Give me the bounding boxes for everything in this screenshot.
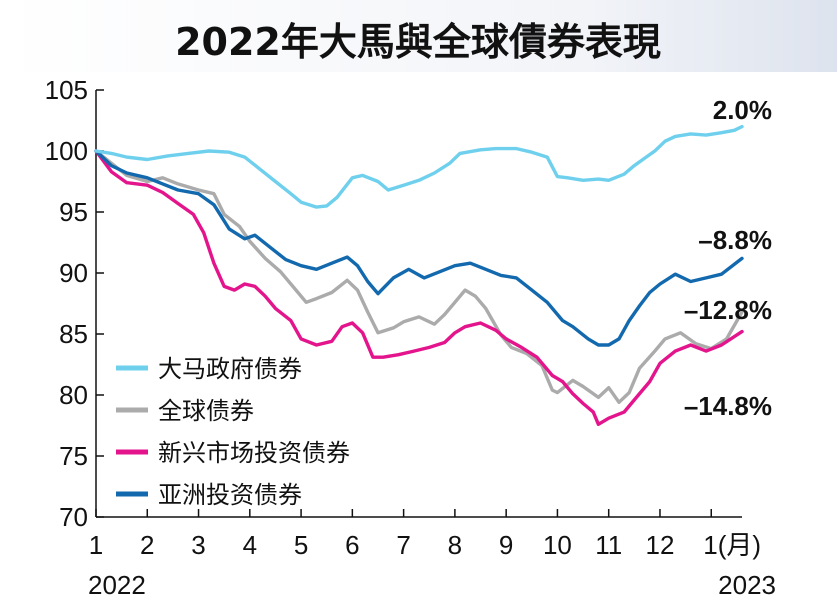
x-tick-label: 1(月) bbox=[703, 530, 761, 560]
y-tick-label: 85 bbox=[59, 319, 88, 349]
series-line-2 bbox=[94, 149, 744, 426]
x-tick-label: 3 bbox=[191, 530, 205, 560]
legend-label-3: 亚洲投资债券 bbox=[158, 481, 302, 509]
x-tick-label: 12 bbox=[646, 530, 675, 560]
y-tick-label: 95 bbox=[59, 197, 88, 227]
series-line-0 bbox=[94, 124, 744, 209]
y-tick-label: 80 bbox=[59, 380, 88, 410]
year-label-end: 2023 bbox=[718, 570, 776, 600]
x-tick-label: 10 bbox=[543, 530, 572, 560]
x-tick-label: 6 bbox=[345, 530, 359, 560]
end-label-0: 2.0% bbox=[713, 95, 772, 125]
y-tick-label: 70 bbox=[59, 502, 88, 532]
y-tick-label: 105 bbox=[45, 75, 88, 105]
x-tick-label: 11 bbox=[595, 530, 622, 560]
y-axis: 70 75 80 85 90 95 100 105 bbox=[45, 75, 104, 532]
x-tick-label: 2 bbox=[140, 530, 154, 560]
end-label-3: –8.8% bbox=[698, 225, 772, 255]
legend-label-0: 大马政府债券 bbox=[158, 355, 302, 383]
x-tick-label: 9 bbox=[499, 530, 513, 560]
series-line-3 bbox=[94, 149, 744, 347]
title-background bbox=[0, 0, 837, 72]
series-line-1 bbox=[94, 149, 744, 404]
year-label-start: 2022 bbox=[88, 570, 146, 600]
x-tick-label: 1 bbox=[89, 530, 103, 560]
x-tick-label: 5 bbox=[294, 530, 308, 560]
x-tick-label: 8 bbox=[448, 530, 462, 560]
y-tick-label: 90 bbox=[59, 258, 88, 288]
legend-label-2: 新兴市场投资债券 bbox=[158, 439, 350, 467]
x-axis: 1 2 3 4 5 6 7 8 9 10 11 12 1(月) bbox=[89, 509, 761, 560]
legend-label-1: 全球债券 bbox=[158, 397, 254, 425]
end-label-1: –12.8% bbox=[684, 295, 772, 325]
x-tick-label: 4 bbox=[243, 530, 257, 560]
y-tick-label: 100 bbox=[45, 136, 88, 166]
end-labels: 2.0% –8.8% –12.8% –14.8% bbox=[684, 95, 772, 421]
end-label-2: –14.8% bbox=[684, 391, 772, 421]
x-tick-label: 7 bbox=[396, 530, 410, 560]
y-tick-label: 75 bbox=[59, 441, 88, 471]
series-lines bbox=[94, 124, 744, 426]
chart-title: 2022年大馬與全球債券表現 bbox=[175, 20, 661, 64]
